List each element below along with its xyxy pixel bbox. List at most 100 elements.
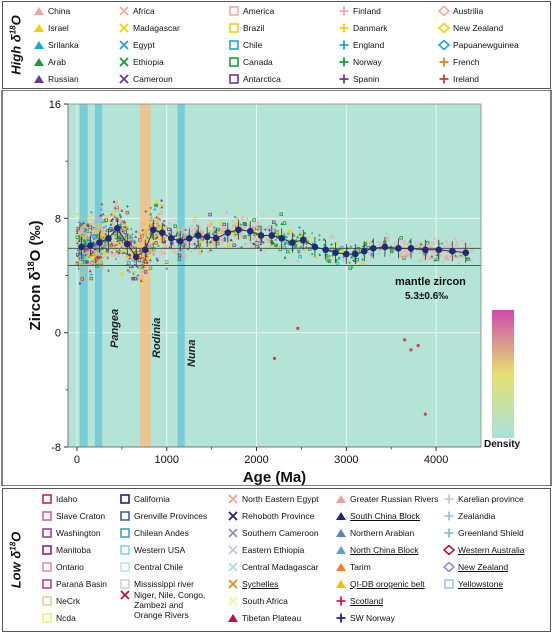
- data-point: [370, 252, 375, 257]
- legend-label: Russian: [48, 74, 79, 84]
- data-point: [402, 239, 406, 244]
- data-point: [201, 233, 204, 236]
- density-colorbar: [492, 310, 514, 438]
- data-point: [303, 231, 307, 235]
- mantle-label-title: mantle zircon: [395, 276, 466, 288]
- square-marker-icon: [228, 23, 240, 33]
- data-point: [93, 218, 98, 223]
- x-tick-label: 1000: [155, 454, 179, 466]
- data-point: [143, 270, 148, 274]
- data-point: [461, 239, 464, 243]
- mean-point: [176, 237, 184, 245]
- legend-label: Rehoboth Province: [242, 511, 315, 521]
- data-point: [461, 255, 465, 259]
- data-point: [82, 228, 86, 231]
- data-point: [88, 262, 92, 266]
- data-point: [141, 222, 145, 226]
- data-point: [100, 225, 104, 229]
- x-marker-icon: [227, 596, 239, 606]
- data-point: [86, 216, 91, 220]
- data-point: [159, 210, 164, 215]
- data-point: [130, 228, 133, 232]
- data-point: [213, 226, 216, 229]
- data-point: [150, 216, 153, 219]
- legend-label: America: [243, 6, 275, 16]
- legend-label: NeCrk: [56, 596, 81, 606]
- data-point: [149, 212, 153, 216]
- data-point: [376, 239, 380, 243]
- data-point: [403, 249, 407, 253]
- plus-marker-icon: [338, 40, 350, 50]
- data-point: [123, 211, 127, 214]
- data-point: [100, 208, 103, 211]
- data-point: [254, 238, 258, 241]
- data-point: [113, 209, 117, 213]
- data-point: [100, 202, 104, 206]
- data-point: [89, 276, 93, 281]
- legend-label: Ncda: [56, 613, 76, 623]
- data-point: [256, 227, 260, 231]
- data-point: [398, 254, 402, 257]
- data-point: [209, 221, 213, 225]
- data-point: [189, 250, 193, 253]
- data-point: [159, 207, 162, 210]
- data-point: [311, 253, 314, 256]
- low-d18o-legend: Low δ18O Idaho California North Eastern Eg…: [2, 488, 551, 632]
- mean-point: [369, 245, 377, 252]
- legend-label: Brazil: [243, 23, 265, 33]
- data-point: [256, 220, 260, 224]
- data-point: [183, 239, 187, 243]
- data-point: [156, 220, 159, 223]
- data-point: [240, 235, 244, 239]
- data-point: [97, 248, 101, 252]
- data-point: [226, 238, 230, 242]
- data-point: [116, 216, 120, 220]
- data-point: [94, 230, 98, 234]
- data-point: [121, 229, 124, 233]
- data-point: [145, 235, 149, 239]
- data-point: [180, 234, 183, 237]
- y-tick-label: 8: [55, 213, 61, 225]
- data-point: [162, 240, 166, 244]
- data-point: [86, 250, 90, 255]
- data-point: [274, 243, 278, 248]
- legend-label: Srilanka: [48, 40, 79, 50]
- data-point: [157, 236, 162, 240]
- data-point: [283, 259, 286, 262]
- legend-label: Ireland: [453, 74, 479, 84]
- data-point: [131, 276, 134, 280]
- data-point: [459, 254, 462, 257]
- data-point: [444, 255, 448, 259]
- data-point: [83, 234, 88, 239]
- data-point: [211, 227, 215, 230]
- tri-up-marker-icon: [227, 613, 239, 623]
- data-point: [453, 255, 457, 259]
- data-point: [145, 229, 149, 233]
- data-point: [157, 244, 160, 248]
- data-point: [253, 235, 257, 239]
- data-point: [275, 231, 279, 234]
- data-point: [235, 216, 238, 219]
- legend-label: Orange Rivers: [134, 610, 189, 620]
- legend-label: China: [48, 6, 71, 16]
- data-point: [455, 240, 459, 244]
- mean-point: [268, 232, 276, 239]
- data-point: [406, 243, 410, 246]
- data-point: [157, 213, 160, 216]
- data-point: [101, 228, 104, 232]
- data-point: [176, 236, 179, 239]
- data-point: [200, 230, 204, 234]
- data-point: [226, 243, 231, 247]
- legend-label: Southern Cameroon: [242, 528, 319, 538]
- mean-point: [224, 229, 232, 236]
- event-band-unnamed: [94, 104, 103, 447]
- data-point: [236, 216, 240, 220]
- colorbar-label: Density: [484, 439, 521, 450]
- data-point: [232, 224, 235, 227]
- no-marker-icon: [119, 610, 131, 620]
- data-point: [80, 271, 84, 275]
- data-point: [155, 223, 160, 227]
- plus-marker-icon: [338, 74, 350, 84]
- tri-up-marker-icon: [33, 23, 45, 33]
- outlier-point: [423, 412, 427, 416]
